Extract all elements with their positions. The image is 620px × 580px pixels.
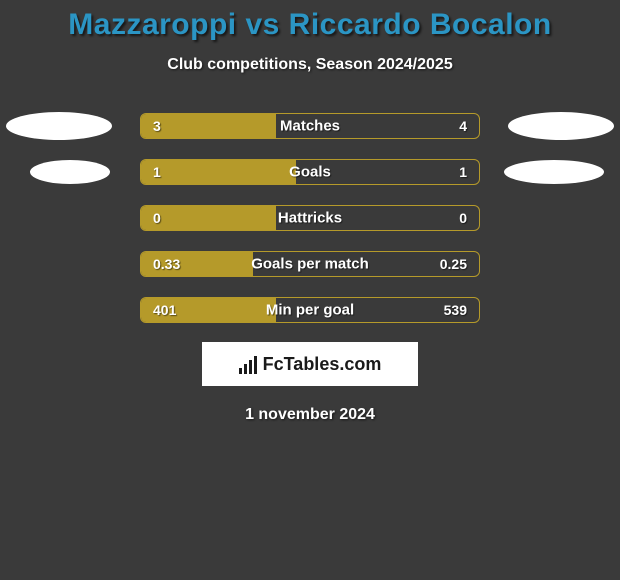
stat-label: Goals per match (251, 256, 369, 273)
comparison-infographic: Mazzaroppi vs Riccardo Bocalon Club comp… (0, 0, 620, 424)
stat-row: 1 Goals 1 (0, 158, 620, 186)
brand-box: FcTables.com (202, 342, 418, 386)
player-left-ellipse (6, 112, 112, 140)
player-left-ellipse (30, 160, 110, 184)
stat-label: Hattricks (278, 210, 342, 227)
bar-chart-icon (239, 354, 257, 374)
page-title: Mazzaroppi vs Riccardo Bocalon (0, 8, 620, 42)
stat-label: Goals (289, 164, 331, 181)
stat-value-left: 0 (153, 210, 161, 226)
stat-bar: 0.33 Goals per match 0.25 (140, 251, 480, 277)
bar-fill-left (141, 114, 276, 138)
stat-row: 0 Hattricks 0 (0, 204, 620, 232)
stat-row: 0.33 Goals per match 0.25 (0, 250, 620, 278)
stat-rows: 3 Matches 4 1 Goals 1 0 Hattr (0, 112, 620, 324)
stat-value-left: 1 (153, 164, 161, 180)
player-right-ellipse (504, 160, 604, 184)
stat-value-right: 1 (459, 164, 467, 180)
brand-text: FcTables.com (263, 354, 382, 375)
stat-value-left: 401 (153, 302, 176, 318)
subtitle: Club competitions, Season 2024/2025 (0, 56, 620, 74)
stat-bar: 1 Goals 1 (140, 159, 480, 185)
date-text: 1 november 2024 (0, 406, 620, 424)
stat-value-right: 539 (444, 302, 467, 318)
stat-bar: 3 Matches 4 (140, 113, 480, 139)
stat-value-left: 3 (153, 118, 161, 134)
bar-fill-left (141, 206, 276, 230)
stat-bar: 0 Hattricks 0 (140, 205, 480, 231)
stat-value-right: 0.25 (440, 256, 467, 272)
stat-row: 3 Matches 4 (0, 112, 620, 140)
stat-label: Min per goal (266, 302, 354, 319)
bar-fill-left (141, 160, 296, 184)
stat-row: 401 Min per goal 539 (0, 296, 620, 324)
player-right-ellipse (508, 112, 614, 140)
stat-label: Matches (280, 118, 340, 135)
stat-value-right: 4 (459, 118, 467, 134)
stat-value-right: 0 (459, 210, 467, 226)
stat-bar: 401 Min per goal 539 (140, 297, 480, 323)
stat-value-left: 0.33 (153, 256, 180, 272)
